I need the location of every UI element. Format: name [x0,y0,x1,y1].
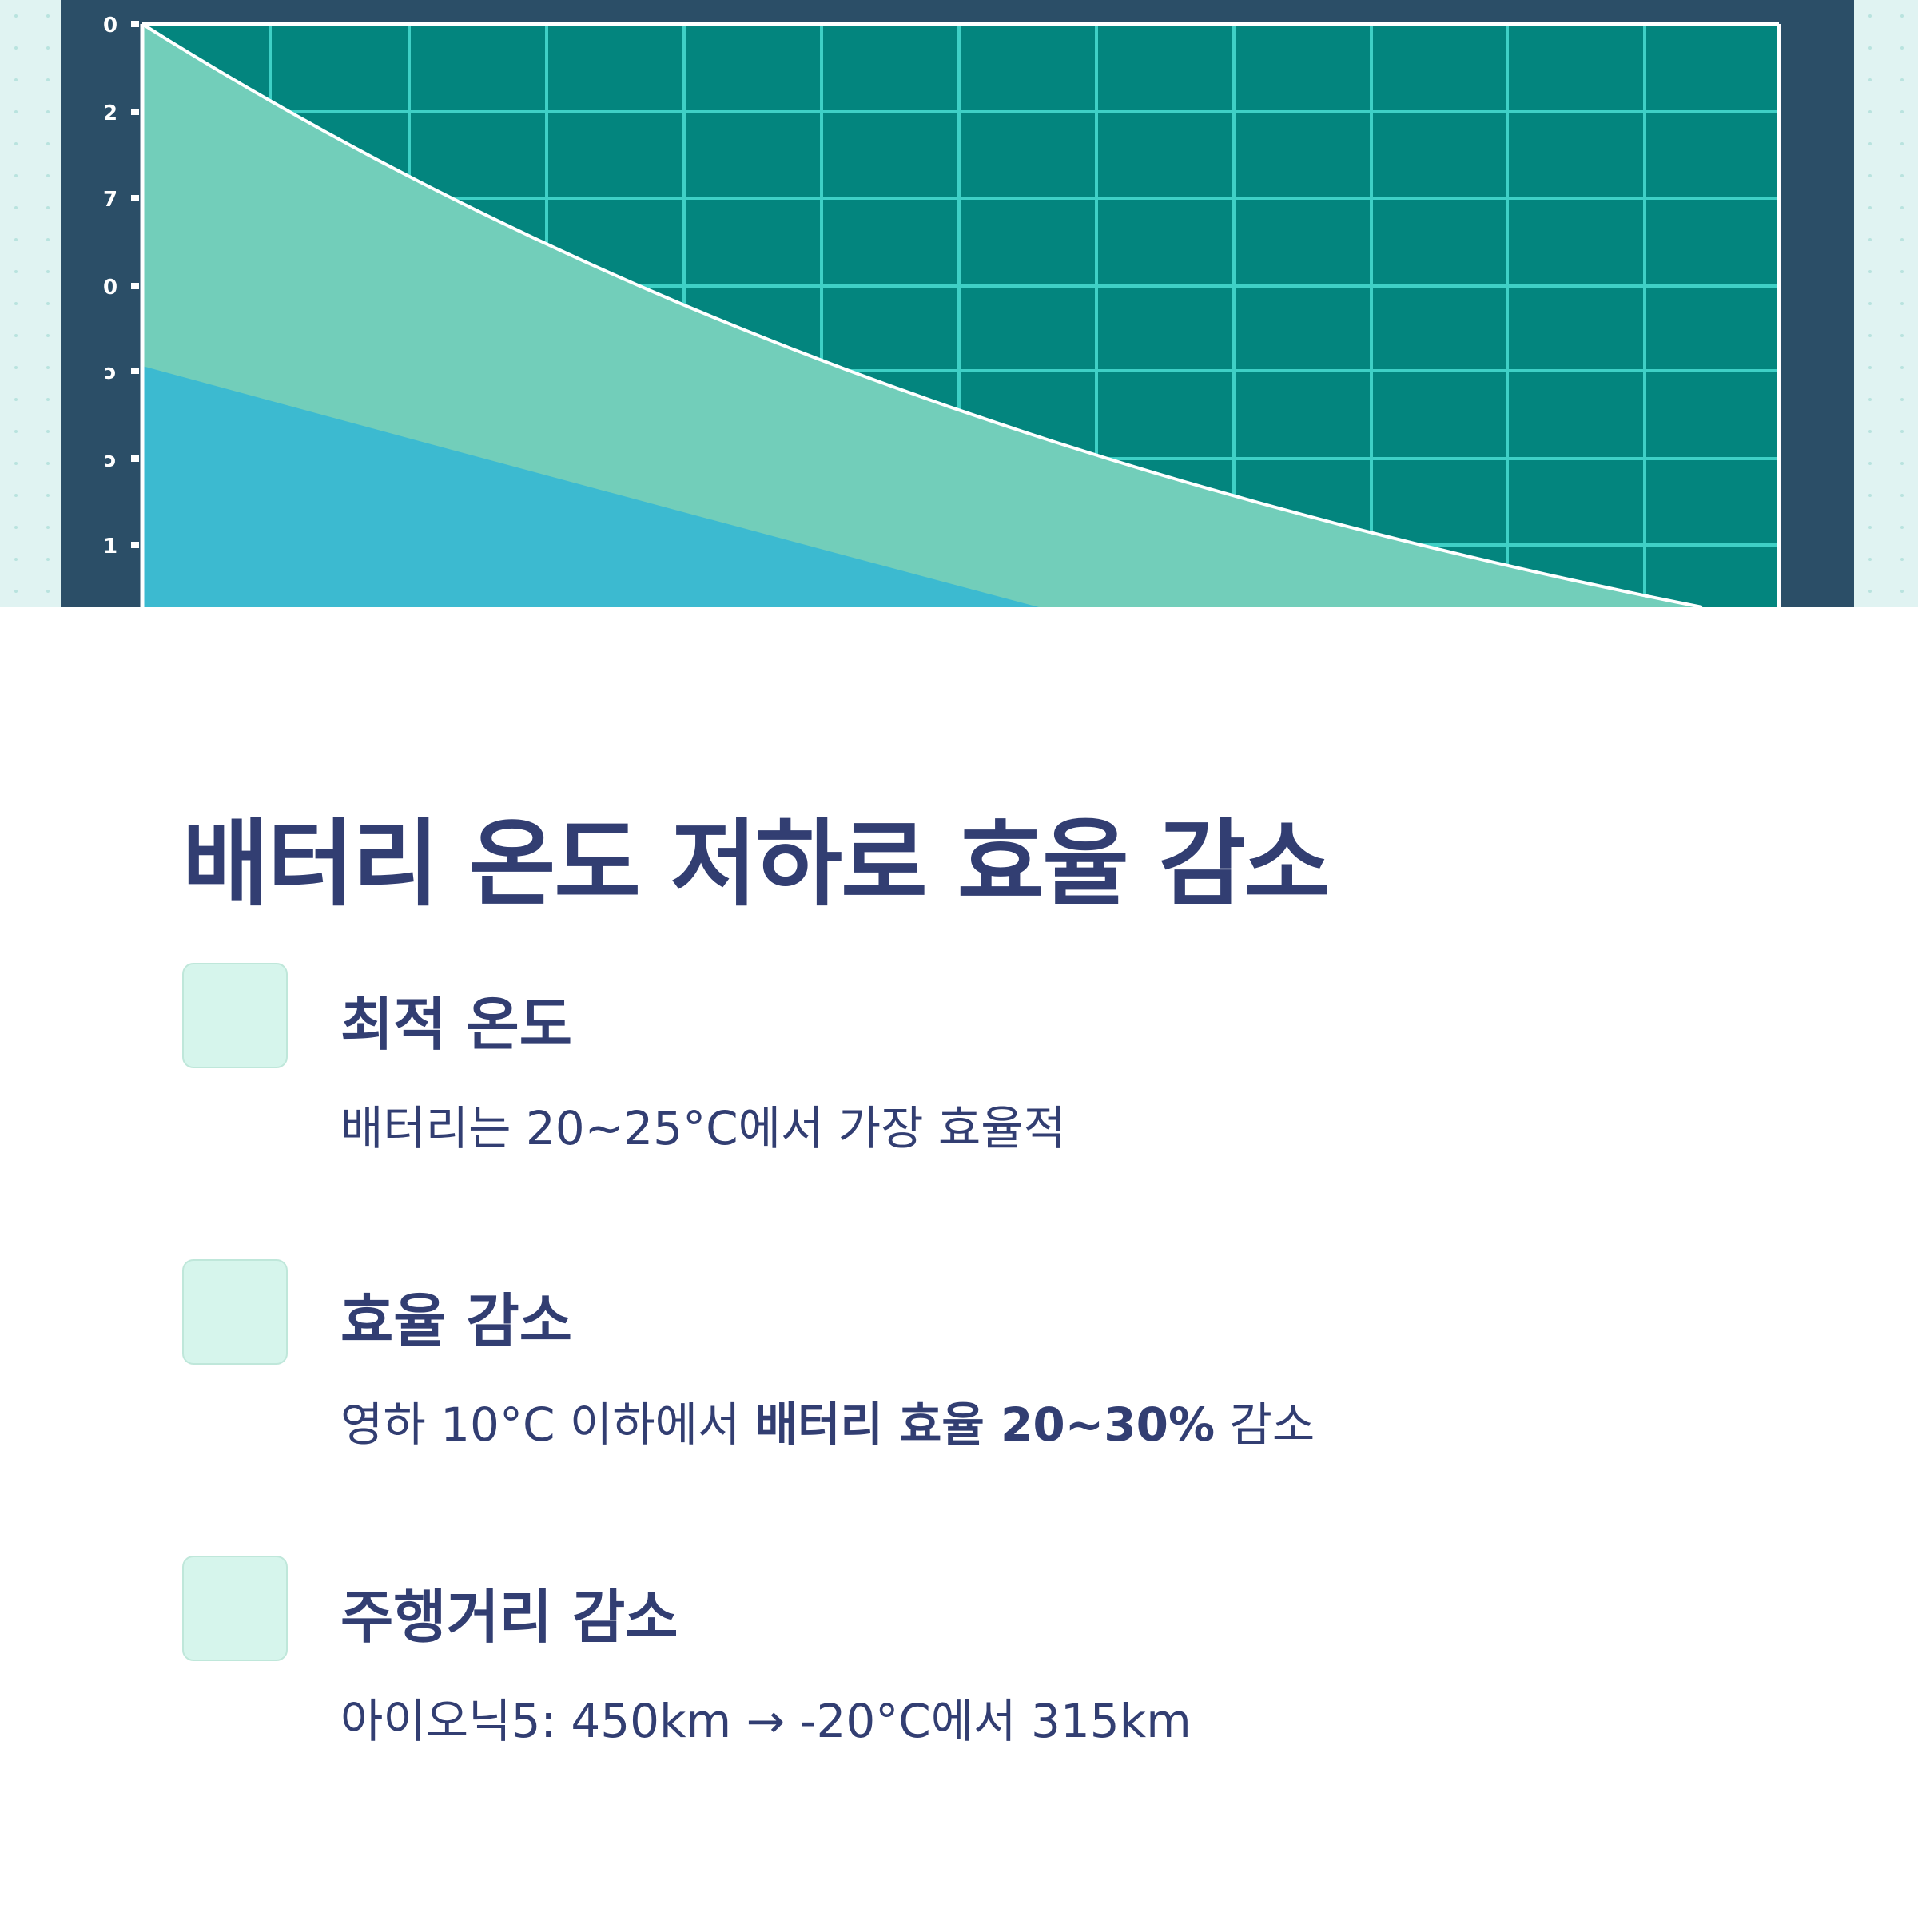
y-tick-label: 1 [103,535,117,559]
y-tick-label: 2 [103,101,117,125]
item-title: 효율 감소 [340,1287,573,1354]
lower-area-band [142,366,1039,607]
page-title: 배터리 온도 저하로 효율 감소 [182,809,1331,919]
upper-area-band [142,24,1702,607]
item-description-suffix: 감소 [1215,1397,1315,1452]
y-tick-label: ɔ [104,360,116,384]
item-description-highlight: 배터리 효율 20~30% [754,1397,1216,1452]
y-tick-mark [131,283,139,289]
y-tick-mark [131,455,139,462]
list-item-efficiency-drop: 효율 감소 영하 10°C 이하에서 배터리 효율 20~30% 감소 [182,1259,1701,1467]
y-tick-mark [131,21,139,27]
mint-square-icon [182,1556,288,1661]
y-tick-mark [131,368,139,374]
decay-curve [141,22,1703,607]
y-tick-label: 7 [103,188,117,212]
mint-square-icon [182,963,288,1068]
y-axis-ticks: 0 2 7 0 ɔ ɔ 1 [103,14,139,559]
item-description-prefix: 영하 10°C 이하에서 [340,1397,755,1452]
mint-square-icon [182,1259,288,1365]
item-description: 영하 10°C 이하에서 배터리 효율 20~30% 감소 [340,1387,1315,1454]
item-title: 주행거리 감소 [340,1584,678,1651]
hero-chart-graphic: 0 2 7 0 ɔ ɔ 1 [0,0,1918,607]
item-title: 최적 온도 [340,991,573,1058]
y-tick-mark [131,542,139,548]
y-tick-label: ɔ [104,448,116,472]
item-description: 배터리는 20~25°C에서 가장 효율적 [340,1101,1066,1155]
item-description: 아이오닉5: 450km → -20°C에서 315km [340,1694,1192,1748]
y-tick-mark [131,109,139,115]
y-tick-mark [131,195,139,201]
y-tick-label: 0 [103,14,117,38]
y-tick-label: 0 [103,276,117,300]
list-item-optimal-temperature: 최적 온도 배터리는 20~25°C에서 가장 효율적 [182,963,1701,1171]
content-section: 배터리 온도 저하로 효율 감소 최적 온도 배터리는 20~25°C에서 가장… [0,607,1918,1932]
list-item-range-drop: 주행거리 감소 아이오닉5: 450km → -20°C에서 315km [182,1556,1701,1763]
hero-chart-image: 0 2 7 0 ɔ ɔ 1 [0,0,1918,607]
